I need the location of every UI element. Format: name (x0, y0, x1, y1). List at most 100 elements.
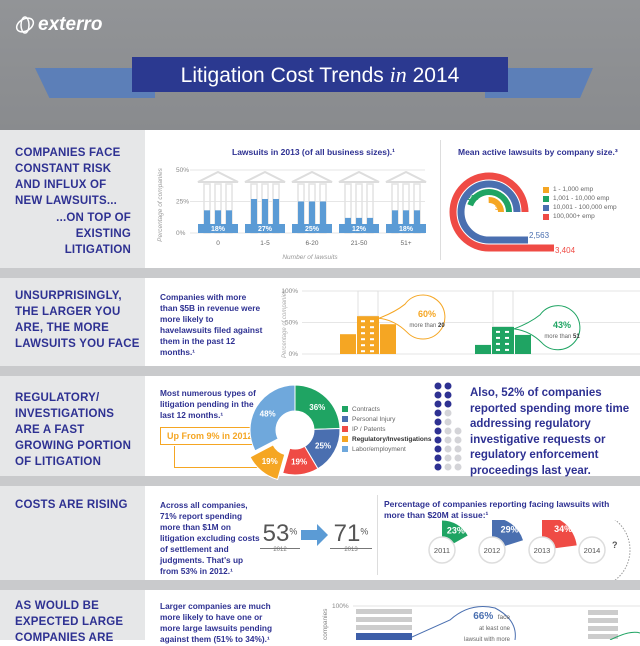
arc-1 - 1,000 emp (488, 197, 504, 213)
bar-base (292, 224, 332, 233)
year-2011: 23% 2011 (428, 520, 468, 564)
window (505, 330, 509, 333)
pillar-roof-icon (385, 170, 427, 183)
year-circle (428, 536, 456, 564)
arrow-right-icon (301, 524, 328, 546)
x-axis-label: Number of lawsuits (282, 254, 338, 261)
dot (434, 409, 442, 417)
pillar-bar (392, 210, 398, 233)
slice-label: 19% (291, 458, 307, 467)
wedge-label: 29% (501, 525, 519, 535)
x-tick-label: 21-50 (351, 240, 368, 247)
pillar-roof-icon (338, 170, 380, 183)
legend-item: Contracts (342, 404, 431, 414)
bar-value-label: 18% (399, 226, 414, 233)
left-panel-1 (0, 130, 145, 268)
left-panel-4 (0, 486, 145, 580)
dot (444, 400, 452, 408)
section2-heading: UNSURPRISINGLY, THE LARGER YOU ARE, THE … (15, 290, 140, 350)
bar-6-20: 25% (291, 170, 333, 234)
dot (444, 436, 452, 444)
pillar-bar (251, 198, 257, 233)
window (496, 342, 500, 345)
dot (444, 427, 452, 435)
window (370, 338, 374, 341)
wedge-label: 23% (447, 526, 465, 536)
company-bars-right (588, 610, 618, 639)
slice-label: 48% (260, 409, 276, 418)
stat-2012: 53% (260, 520, 300, 549)
year-circle (478, 536, 506, 564)
bar-value-label: 25% (305, 226, 320, 233)
bar-21-50: 12% (338, 170, 380, 234)
legend-swatch (543, 186, 549, 193)
window (505, 342, 509, 345)
divider (0, 580, 640, 590)
legend-swatch (342, 446, 348, 452)
dot (434, 427, 442, 435)
section3-blurb: Most numerous types of litigation pendin… (160, 388, 256, 420)
year-label: 2014 (584, 546, 601, 555)
legend-item: 10,001 - 100,000 emp (543, 203, 617, 212)
legend-swatch (342, 416, 348, 422)
mean-lawsuits-title: Mean active lawsuits by company size.³ (458, 147, 618, 157)
callout-pct: 60% (418, 309, 436, 319)
header: exterro Litigation Cost Trends in 2014 (0, 0, 640, 130)
legend-label: 1 - 1,000 emp (553, 186, 594, 193)
divider (0, 268, 640, 278)
regulatory-stat: Also, 52% of companies reported spending… (470, 387, 630, 477)
bar-value-label: 27% (258, 226, 273, 233)
window (370, 320, 374, 323)
lawsuits-bar-chart: 50% 25% 0% Percentage of companies 18% 0 27% 1-… (157, 167, 427, 261)
window (370, 344, 374, 347)
section5-heading: AS WOULD BE EXPECTED LARGE COMPANIES ARE (15, 600, 124, 644)
logo-text: exterro (38, 14, 103, 35)
pillar-roof-icon (291, 170, 333, 183)
bar-0: 18% (197, 170, 239, 234)
legend-label: Regulatory/Investigations (352, 435, 432, 443)
building-left (340, 334, 356, 354)
dot (434, 391, 442, 399)
legend-label: 1,001 - 10,000 emp (553, 195, 610, 202)
legend-item: Regulatory/Investigations (342, 434, 431, 444)
slice-label: 19% (262, 457, 278, 466)
pillar-bar (414, 210, 420, 233)
callout-text: more than 20 (409, 323, 445, 329)
legend-swatch (543, 204, 549, 211)
pillar-roof-icon (197, 170, 239, 183)
66-percent-callout: 66% face at least one lawsuit with more (463, 611, 510, 644)
pillar-bar (215, 210, 221, 233)
bar-base (386, 224, 426, 233)
legend-label: Labor/employment (352, 445, 406, 453)
dot (434, 463, 442, 471)
section2-blurb: Companies with more than $5B in revenue … (160, 292, 263, 357)
dot (444, 454, 452, 462)
dot (434, 454, 442, 462)
bar-base (245, 224, 285, 233)
dot (454, 436, 462, 444)
pillar-bar (273, 198, 279, 233)
window (496, 348, 500, 351)
building-left (475, 344, 491, 354)
arc-100,000+ emp (449, 172, 554, 252)
donut-legend: Contracts Personal Injury IP / Patents Regu… (342, 404, 431, 454)
wedge-dashed (614, 520, 631, 580)
callout-line (174, 467, 264, 468)
y-axis-label: Percentage of companies (282, 290, 288, 358)
bar-value-label: 12% (352, 226, 367, 233)
dot (454, 454, 462, 462)
arc-legend: 1 - 1,000 emp 1,001 - 10,000 emp 10,001 - … (543, 185, 617, 221)
building-group: 60% more than 20 (340, 290, 446, 354)
legend-item: 1 - 1,000 emp (543, 185, 617, 194)
legend-swatch (342, 436, 348, 442)
callout-pct: 43% (553, 320, 571, 330)
year-2013: 2013 (344, 547, 358, 553)
building-outline (492, 290, 514, 328)
dot (434, 400, 442, 408)
pillar-bar (320, 201, 326, 233)
pillar-roof-icon (244, 170, 286, 183)
dot (434, 445, 442, 453)
building-center (492, 326, 514, 354)
year-2012: 2012 (273, 547, 287, 553)
wedge-label: 34% (554, 524, 572, 534)
